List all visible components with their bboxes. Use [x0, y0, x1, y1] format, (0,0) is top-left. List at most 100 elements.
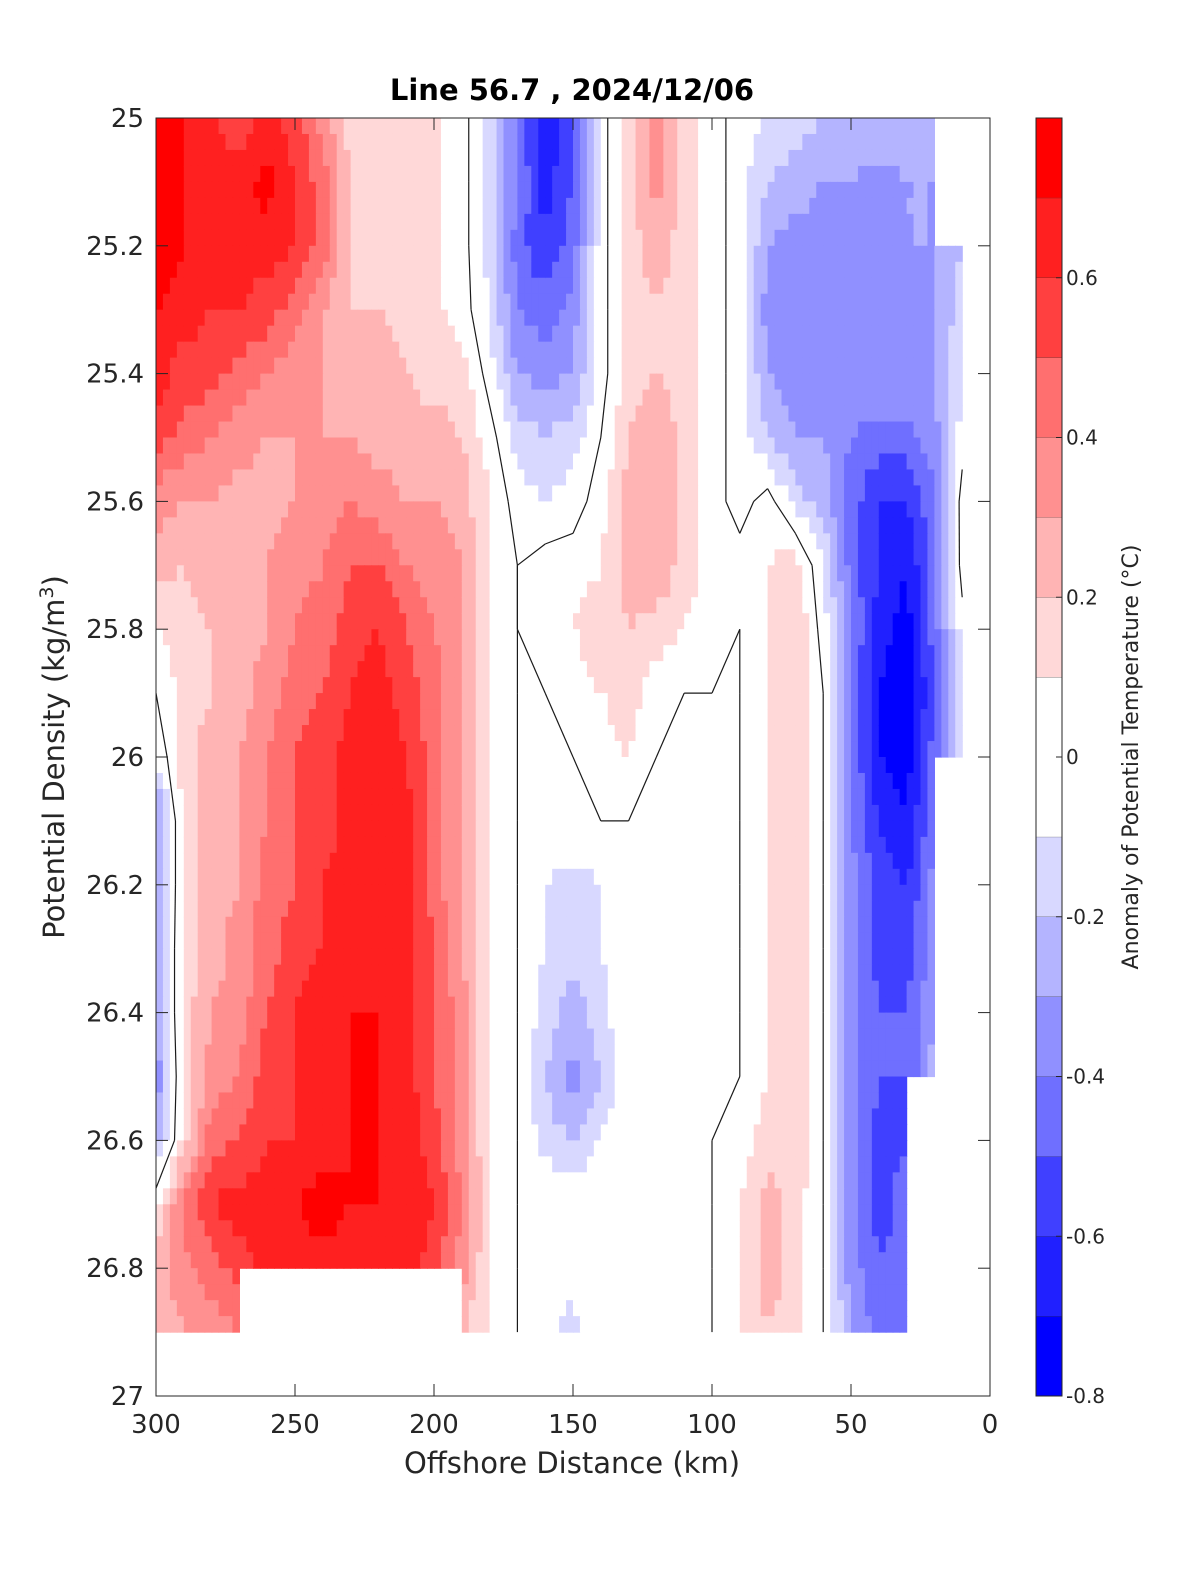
contour-cell: [281, 645, 289, 662]
contour-cell: [552, 261, 560, 279]
contour-cell: [260, 788, 268, 806]
contour-cell: [517, 421, 525, 439]
contour-cell: [364, 485, 373, 502]
contour-cell: [920, 389, 929, 407]
contour-cell: [420, 469, 428, 487]
contour-cell: [531, 693, 539, 710]
contour-cell: [239, 533, 247, 550]
contour-cell: [156, 693, 164, 710]
contour-cell: [691, 804, 699, 822]
contour-cell: [315, 501, 324, 518]
contour-cell: [809, 549, 817, 566]
contour-cell: [725, 437, 734, 455]
contour-cell: [385, 405, 393, 423]
contour-cell: [260, 357, 268, 375]
contour-cell: [739, 581, 748, 598]
contour-cell: [670, 741, 678, 758]
contour-cell: [413, 757, 421, 774]
contour-cell: [566, 469, 574, 487]
contour-cell: [712, 277, 720, 295]
contour-cell: [941, 661, 949, 678]
contour-cell: [712, 181, 720, 199]
contour-cell: [204, 485, 213, 502]
contour-cell: [371, 549, 379, 566]
contour-cell: [364, 469, 373, 487]
contour-cell: [830, 389, 838, 407]
contour-cell: [260, 165, 268, 183]
contour-cell: [246, 245, 254, 263]
contour-cell: [732, 581, 741, 598]
contour-cell: [156, 149, 164, 167]
contour-cell: [559, 661, 567, 678]
contour-cell: [253, 709, 261, 726]
contour-cell: [232, 757, 240, 774]
contour-cell: [197, 165, 206, 183]
contour-cell: [454, 133, 463, 151]
contour-cell: [295, 357, 303, 375]
contour-cell: [371, 118, 379, 135]
contour-cell: [705, 693, 713, 710]
contour-cell: [538, 565, 546, 582]
contour-cell: [927, 389, 935, 407]
contour-cell: [649, 613, 657, 630]
contour-cell: [371, 709, 379, 726]
contour-cell: [156, 229, 164, 247]
contour-cell: [427, 421, 435, 439]
contour-cell: [718, 373, 727, 391]
contour-cell: [510, 629, 518, 646]
contour-cell: [190, 197, 199, 215]
contour-cell: [781, 629, 790, 646]
contour-cell: [475, 421, 484, 439]
contour-cell: [190, 549, 199, 566]
contour-cell: [586, 421, 595, 439]
contour-cell: [809, 325, 817, 343]
contour-cell: [566, 229, 574, 247]
contour-cell: [725, 197, 734, 215]
contour-cell: [281, 229, 289, 247]
contour-cell: [350, 453, 359, 471]
contour-cell: [489, 597, 498, 614]
contour-cell: [684, 613, 692, 630]
contour-cell: [670, 453, 678, 471]
contour-cell: [315, 709, 324, 726]
contour-cell: [336, 693, 345, 710]
contour-cell: [517, 469, 525, 487]
contour-cell: [350, 629, 359, 646]
contour-cell: [475, 661, 484, 678]
contour-cell: [614, 181, 623, 199]
contour-cell: [698, 133, 706, 151]
contour-cell: [718, 133, 727, 151]
contour-cell: [566, 181, 574, 199]
contour-cell: [538, 485, 546, 502]
contour-cell: [899, 549, 908, 566]
contour-cell: [635, 629, 644, 646]
contour-cell: [816, 133, 824, 151]
contour-cell: [816, 357, 824, 375]
contour-cell: [211, 245, 220, 263]
contour-cell: [434, 725, 442, 742]
contour-cell: [934, 597, 942, 614]
contour-cell: [225, 373, 234, 391]
contour-cell: [788, 565, 796, 582]
contour-cell: [197, 341, 206, 359]
contour-cell: [232, 709, 240, 726]
contour-cell: [183, 757, 192, 774]
contour-cell: [830, 725, 838, 742]
contour-cell: [586, 213, 595, 231]
contour-cell: [225, 788, 234, 806]
contour-cell: [871, 501, 880, 518]
contour-cell: [809, 533, 817, 550]
contour-cell: [503, 309, 512, 327]
contour-cell: [281, 437, 289, 455]
contour-cell: [545, 597, 553, 614]
contour-cell: [315, 245, 324, 263]
contour-cell: [913, 325, 922, 343]
contour-cell: [906, 421, 915, 439]
contour-cell: [156, 421, 164, 439]
contour-cell: [162, 629, 171, 646]
contour-cell: [691, 725, 699, 742]
contour-cell: [823, 261, 831, 279]
contour-cell: [906, 341, 915, 359]
contour-cell: [830, 661, 838, 678]
contour-cell: [531, 181, 539, 199]
